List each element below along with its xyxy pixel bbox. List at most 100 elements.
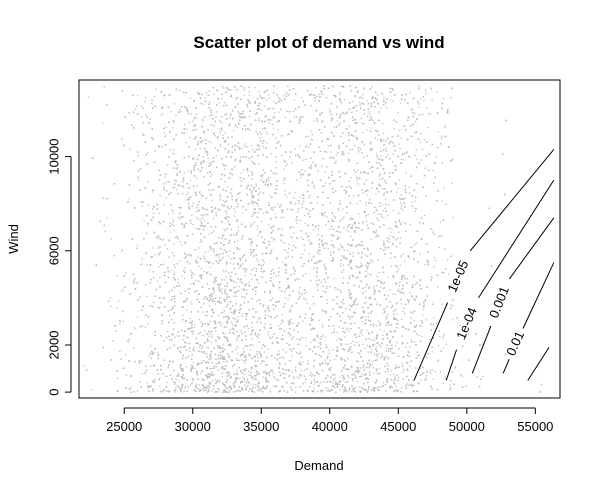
scatter-point — [300, 236, 302, 238]
scatter-point — [386, 380, 388, 382]
scatter-point — [394, 329, 396, 332]
scatter-point — [259, 264, 261, 266]
scatter-point — [402, 357, 405, 359]
scatter-point — [333, 162, 335, 165]
scatter-point — [349, 149, 351, 151]
scatter-point — [404, 197, 407, 199]
scatter-point — [211, 189, 213, 191]
scatter-point — [339, 389, 341, 391]
scatter-point — [240, 172, 242, 174]
scatter-point — [299, 118, 301, 120]
scatter-point — [210, 341, 212, 343]
scatter-point — [213, 388, 215, 390]
scatter-point — [260, 179, 262, 181]
scatter-point — [214, 135, 216, 137]
scatter-point — [135, 108, 137, 111]
scatter-point — [174, 336, 176, 338]
scatter-point — [202, 160, 205, 162]
scatter-point — [429, 112, 431, 115]
scatter-point — [178, 184, 180, 186]
scatter-point — [302, 361, 304, 363]
scatter-point — [360, 262, 362, 264]
scatter-point — [348, 132, 350, 134]
scatter-point — [435, 156, 438, 158]
scatter-point — [135, 328, 137, 330]
scatter-point — [175, 134, 177, 136]
scatter-point — [211, 173, 213, 175]
scatter-point — [264, 116, 266, 118]
scatter-point — [434, 259, 437, 261]
scatter-point — [401, 387, 403, 389]
scatter-point — [201, 277, 203, 280]
scatter-point — [284, 363, 286, 365]
scatter-point — [222, 344, 225, 346]
scatter-point — [226, 391, 228, 393]
scatter-point — [208, 233, 210, 235]
scatter-point — [213, 312, 215, 314]
scatter-point — [389, 235, 391, 237]
scatter-point — [387, 365, 390, 367]
scatter-point — [202, 311, 204, 313]
scatter-point — [335, 160, 337, 162]
scatter-point — [228, 374, 230, 376]
scatter-point — [312, 296, 314, 298]
scatter-point — [222, 269, 224, 272]
scatter-point — [320, 381, 322, 384]
scatter-point — [151, 191, 153, 193]
scatter-point — [190, 113, 193, 115]
scatter-point — [356, 105, 358, 107]
scatter-point — [408, 352, 410, 354]
scatter-point — [109, 297, 111, 299]
scatter-point — [176, 385, 178, 387]
scatter-point — [434, 371, 436, 373]
scatter-point — [166, 248, 168, 250]
scatter-point — [224, 132, 226, 134]
scatter-point — [384, 248, 387, 250]
scatter-point — [318, 342, 320, 344]
scatter-point — [439, 371, 442, 373]
scatter-point — [379, 178, 381, 180]
scatter-point — [390, 231, 392, 233]
scatter-point — [254, 364, 256, 366]
scatter-point — [236, 320, 239, 322]
scatter-point — [293, 116, 296, 118]
scatter-point — [163, 220, 165, 222]
scatter-point — [256, 311, 258, 313]
scatter-point — [221, 163, 224, 165]
scatter-point — [339, 203, 341, 205]
scatter-point — [418, 106, 420, 108]
scatter-point — [193, 119, 195, 121]
scatter-point — [438, 246, 440, 249]
scatter-point — [257, 357, 259, 359]
scatter-point — [371, 95, 374, 97]
scatter-point — [343, 391, 345, 393]
scatter-point — [125, 374, 127, 376]
scatter-point — [400, 205, 403, 207]
scatter-point — [397, 155, 399, 157]
scatter-point — [275, 160, 277, 163]
scatter-point — [211, 380, 214, 382]
scatter-point — [186, 309, 188, 311]
scatter-point — [256, 228, 259, 230]
scatter-point — [278, 267, 280, 269]
scatter-point — [168, 391, 170, 393]
scatter-point — [284, 291, 286, 293]
scatter-point — [392, 100, 394, 102]
scatter-point — [158, 379, 160, 381]
scatter-point — [221, 311, 224, 314]
scatter-point — [207, 172, 209, 174]
scatter-point — [260, 363, 262, 365]
scatter-point — [282, 211, 284, 214]
scatter-point — [239, 377, 241, 379]
scatter-point — [359, 390, 361, 392]
scatter-point — [413, 319, 415, 322]
scatter-point — [307, 259, 309, 262]
scatter-point — [182, 339, 184, 341]
scatter-point — [386, 107, 388, 109]
scatter-point — [390, 350, 392, 352]
scatter-point — [241, 148, 243, 150]
scatter-point — [262, 371, 265, 373]
scatter-point — [137, 244, 139, 246]
scatter-point — [374, 360, 376, 362]
